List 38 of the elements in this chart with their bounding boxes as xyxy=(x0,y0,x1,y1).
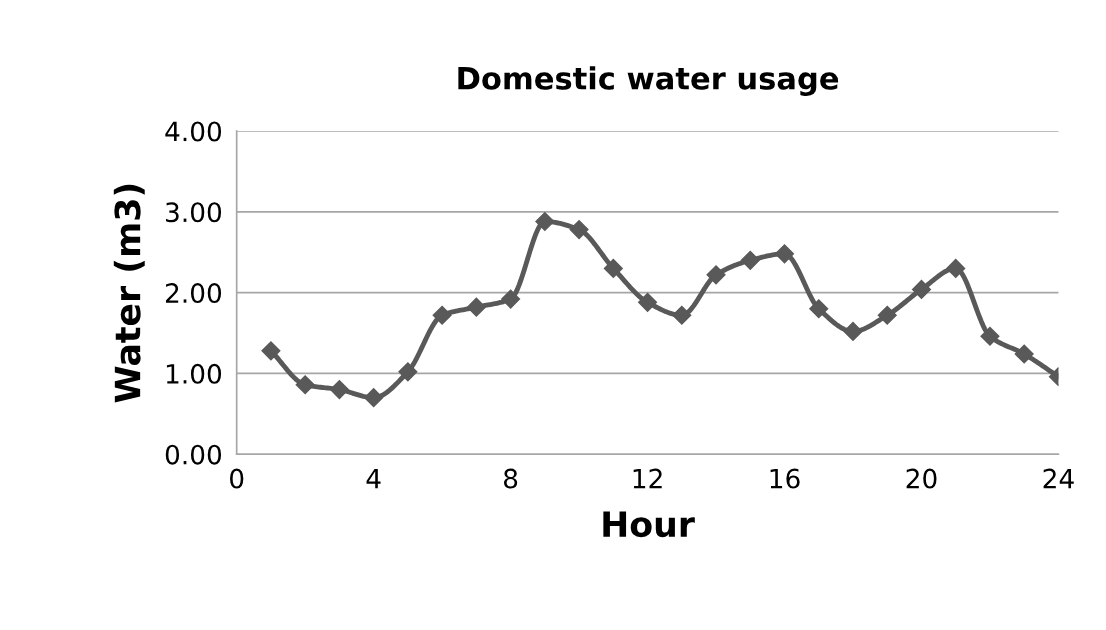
x-tick-label: 20 xyxy=(906,468,937,489)
point xyxy=(946,258,966,278)
point xyxy=(638,292,658,312)
x-tick-label: 12 xyxy=(633,468,662,489)
point xyxy=(672,305,692,325)
point xyxy=(329,380,349,400)
y-axis-title: Water (m3) xyxy=(113,184,145,403)
x-axis-title: Hour xyxy=(603,511,695,538)
x-tick-label: 4 xyxy=(366,468,381,489)
chart-title: Domestic water usage xyxy=(458,66,839,96)
point xyxy=(501,289,521,309)
point xyxy=(364,388,384,408)
point xyxy=(911,279,932,299)
point xyxy=(774,244,795,264)
point xyxy=(295,375,315,395)
point xyxy=(740,250,760,270)
point xyxy=(706,265,726,285)
x-tick-label: 24 xyxy=(1043,468,1074,489)
y-tick-label: 0.00 xyxy=(165,444,222,465)
x-tick-label: 16 xyxy=(770,468,800,489)
point xyxy=(535,211,555,232)
point xyxy=(809,299,829,319)
point xyxy=(980,326,1000,346)
x-tick-label: 8 xyxy=(504,468,518,489)
point xyxy=(432,305,452,325)
point xyxy=(466,297,486,317)
y-tick-label: 4.00 xyxy=(165,121,222,142)
y-tick-label: 3.00 xyxy=(166,202,222,223)
y-tick-label: 2.00 xyxy=(165,283,222,304)
point xyxy=(261,341,281,361)
point xyxy=(1014,344,1034,364)
point xyxy=(398,362,418,382)
point xyxy=(843,321,863,341)
x-tick-label: 0 xyxy=(230,468,244,489)
y-tick-label: 1.00 xyxy=(166,363,222,384)
point xyxy=(569,220,589,240)
point xyxy=(603,258,623,278)
point xyxy=(877,305,897,325)
